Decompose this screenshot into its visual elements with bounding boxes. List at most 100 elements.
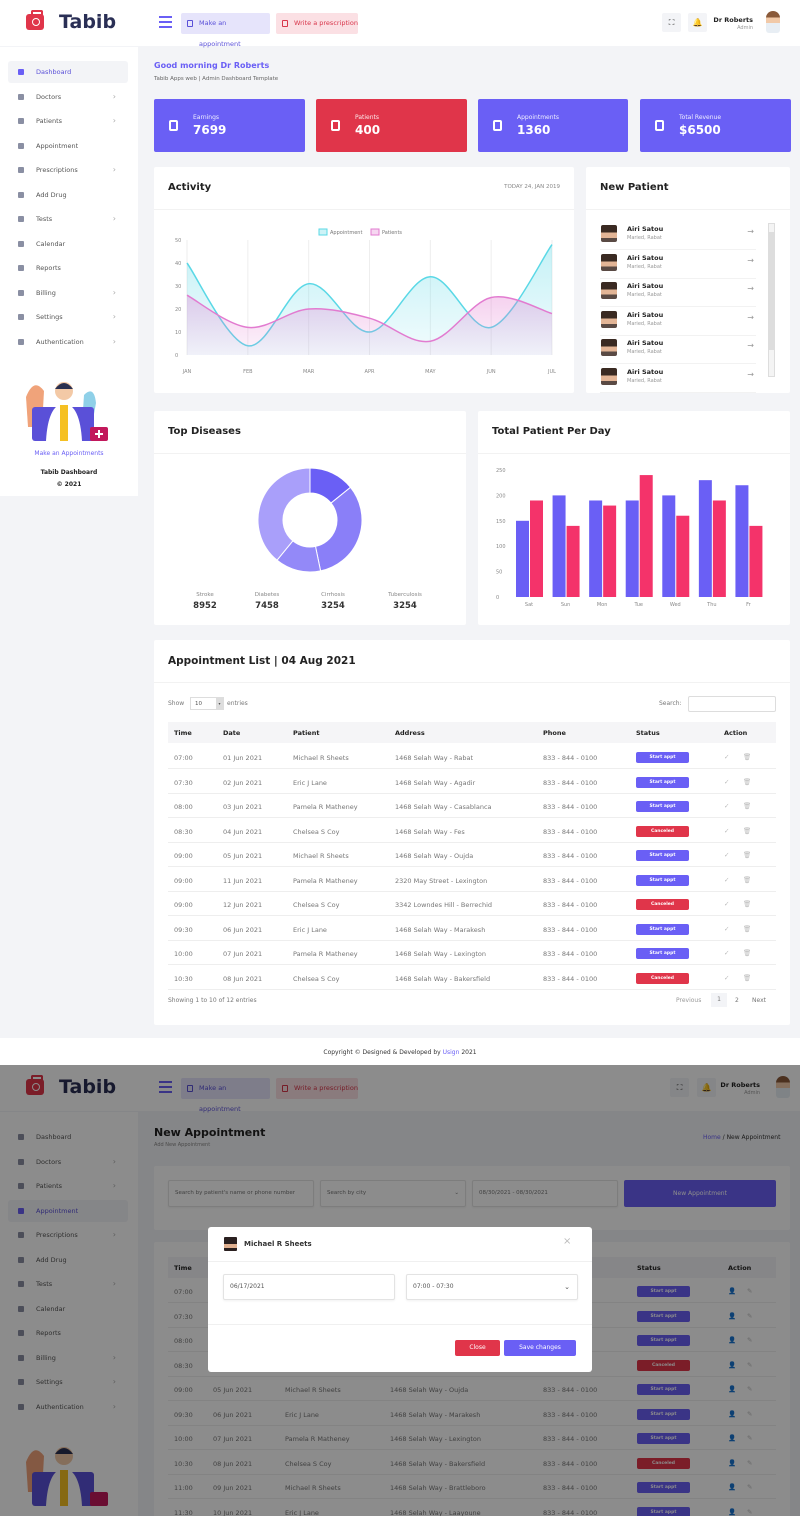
- patient-list-item[interactable]: Airi Satou Maried, Rabat →: [600, 251, 756, 279]
- start-appt-button[interactable]: Start appt: [636, 801, 689, 812]
- status-canceled-badge[interactable]: Canceled: [637, 1359, 690, 1371]
- edit-icon[interactable]: ✎: [747, 1360, 753, 1369]
- sidebar-item-doctors[interactable]: Doctors ›: [8, 86, 128, 108]
- sidebar-item-authentication[interactable]: Authentication ›: [8, 1396, 128, 1418]
- check-icon[interactable]: ✓: [724, 753, 730, 761]
- check-icon[interactable]: ✓: [724, 826, 730, 835]
- status-canceled-badge[interactable]: Canceled: [636, 825, 689, 837]
- arrow-right-icon[interactable]: →: [747, 369, 754, 379]
- status-canceled-badge[interactable]: Canceled: [636, 899, 689, 910]
- sidebar-item-tests[interactable]: Tests ›: [8, 208, 128, 230]
- previous-page-button[interactable]: Previous: [676, 997, 702, 1004]
- date-range-input[interactable]: 08/30/2021 - 08/30/2021: [472, 1180, 618, 1207]
- sidebar-item-doctors[interactable]: Doctors ›: [8, 1151, 128, 1173]
- arrow-right-icon[interactable]: →: [747, 341, 754, 350]
- status-canceled-badge[interactable]: Canceled: [636, 972, 689, 984]
- make-appointment-button[interactable]: Make an appointment: [181, 1078, 270, 1113]
- breadcrumb-home[interactable]: Home: [703, 1134, 721, 1141]
- patient-list-item[interactable]: Airi Satou Maried, Rabat →: [600, 308, 756, 336]
- write-prescription-button[interactable]: Write a prescription: [276, 1078, 358, 1099]
- sidebar-item-billing[interactable]: Billing ›: [8, 1347, 128, 1369]
- menu-icon[interactable]: [159, 16, 172, 28]
- sidebar-item-add-drug[interactable]: Add Drug: [8, 1249, 128, 1271]
- edit-icon[interactable]: ✎: [747, 1434, 753, 1442]
- user-icon[interactable]: 👤: [728, 1409, 737, 1418]
- check-icon[interactable]: ✓: [724, 777, 730, 786]
- page-1-button[interactable]: 1: [711, 993, 727, 1007]
- bell-icon[interactable]: 🔔: [688, 13, 707, 32]
- sidebar-item-billing[interactable]: Billing ›: [8, 282, 128, 304]
- patient-list-item[interactable]: Airi Satou Maried, Rabat →: [600, 365, 756, 393]
- scrollbar[interactable]: [768, 223, 775, 377]
- search-input[interactable]: [688, 696, 776, 712]
- start-appt-button[interactable]: Start appt: [637, 1408, 690, 1420]
- user-icon[interactable]: 👤: [728, 1434, 737, 1442]
- edit-icon[interactable]: ✎: [747, 1287, 753, 1295]
- check-icon[interactable]: ✓: [724, 924, 730, 933]
- sidebar-item-calendar[interactable]: Calendar: [8, 1298, 128, 1320]
- user-icon[interactable]: 👤: [728, 1507, 737, 1516]
- start-appt-button[interactable]: Start appt: [636, 948, 689, 959]
- start-appt-button[interactable]: Start appt: [636, 776, 689, 788]
- edit-icon[interactable]: ✎: [747, 1507, 753, 1516]
- menu-icon[interactable]: [159, 1081, 172, 1093]
- sidebar-item-reports[interactable]: Reports: [8, 257, 128, 279]
- arrow-right-icon[interactable]: →: [747, 227, 754, 236]
- patient-list-item[interactable]: Airi Satou Maried, Rabat →: [600, 279, 756, 307]
- sidebar-item-settings[interactable]: Settings ›: [8, 1371, 128, 1393]
- check-icon[interactable]: ✓: [724, 875, 730, 884]
- trash-icon[interactable]: 🗑: [743, 826, 752, 835]
- user-icon[interactable]: 👤: [728, 1458, 737, 1467]
- edit-icon[interactable]: ✎: [747, 1311, 753, 1320]
- user-icon[interactable]: 👤: [728, 1336, 737, 1344]
- make-appointments-link[interactable]: Make an Appointments: [34, 450, 104, 457]
- trash-icon[interactable]: 🗑: [743, 875, 752, 884]
- trash-icon[interactable]: 🗑: [743, 949, 752, 957]
- sidebar-item-add-drug[interactable]: Add Drug: [8, 184, 128, 206]
- start-appt-button[interactable]: Start appt: [636, 850, 689, 861]
- edit-icon[interactable]: ✎: [747, 1483, 753, 1491]
- check-icon[interactable]: ✓: [724, 973, 730, 982]
- page-2-button[interactable]: 2: [735, 997, 739, 1004]
- edit-icon[interactable]: ✎: [747, 1409, 753, 1418]
- edit-icon[interactable]: ✎: [747, 1458, 753, 1467]
- write-prescription-button[interactable]: Write a prescription: [276, 13, 358, 34]
- sidebar-item-prescriptions[interactable]: Prescriptions ›: [8, 159, 128, 181]
- edit-icon[interactable]: ✎: [747, 1336, 753, 1344]
- sidebar-item-calendar[interactable]: Calendar: [8, 233, 128, 255]
- user-menu[interactable]: Dr Roberts Admin: [710, 9, 790, 37]
- fullscreen-icon[interactable]: ⛶: [662, 13, 681, 32]
- patient-list-item[interactable]: Airi Satou Maried, Rabat →: [600, 336, 756, 364]
- start-appt-button[interactable]: Start appt: [637, 1433, 690, 1444]
- sidebar-item-settings[interactable]: Settings ›: [8, 306, 128, 328]
- user-icon[interactable]: 👤: [728, 1483, 737, 1491]
- arrow-right-icon[interactable]: →: [747, 312, 754, 322]
- arrow-right-icon[interactable]: →: [747, 284, 754, 293]
- status-canceled-badge[interactable]: Canceled: [637, 1457, 690, 1469]
- sidebar-item-patients[interactable]: Patients ›: [8, 1175, 128, 1197]
- sidebar-item-dashboard[interactable]: Dashboard: [8, 1126, 128, 1148]
- new-appointment-button[interactable]: New Appointment: [624, 1180, 776, 1207]
- patient-list-item[interactable]: Airi Satou Maried, Rabat →: [600, 222, 756, 250]
- city-select[interactable]: Search by city ⌄: [320, 1180, 466, 1207]
- appointment-date-input[interactable]: 06/17/2021: [223, 1274, 395, 1300]
- check-icon[interactable]: ✓: [724, 851, 730, 859]
- check-icon[interactable]: ✓: [724, 802, 730, 810]
- sidebar-item-appointment[interactable]: Appointment: [8, 135, 128, 157]
- trash-icon[interactable]: 🗑: [743, 924, 752, 933]
- fullscreen-icon[interactable]: ⛶: [670, 1078, 689, 1097]
- sidebar-item-prescriptions[interactable]: Prescriptions ›: [8, 1224, 128, 1246]
- start-appt-button[interactable]: Start appt: [637, 1335, 690, 1346]
- user-icon[interactable]: 👤: [728, 1311, 737, 1320]
- close-button[interactable]: Close: [455, 1340, 500, 1356]
- save-changes-button[interactable]: Save changes: [504, 1340, 576, 1356]
- start-appt-button[interactable]: Start appt: [637, 1286, 690, 1297]
- make-appointment-button[interactable]: Make an appointment: [181, 13, 270, 48]
- patient-search-input[interactable]: Search by patient's name or phone number: [168, 1180, 314, 1207]
- entries-select[interactable]: 10 ▾: [190, 697, 224, 710]
- start-appt-button[interactable]: Start appt: [636, 874, 689, 886]
- trash-icon[interactable]: 🗑: [743, 973, 752, 982]
- next-page-button[interactable]: Next: [752, 997, 766, 1004]
- sidebar-item-patients[interactable]: Patients ›: [8, 110, 128, 132]
- close-icon[interactable]: ×: [563, 1236, 572, 1247]
